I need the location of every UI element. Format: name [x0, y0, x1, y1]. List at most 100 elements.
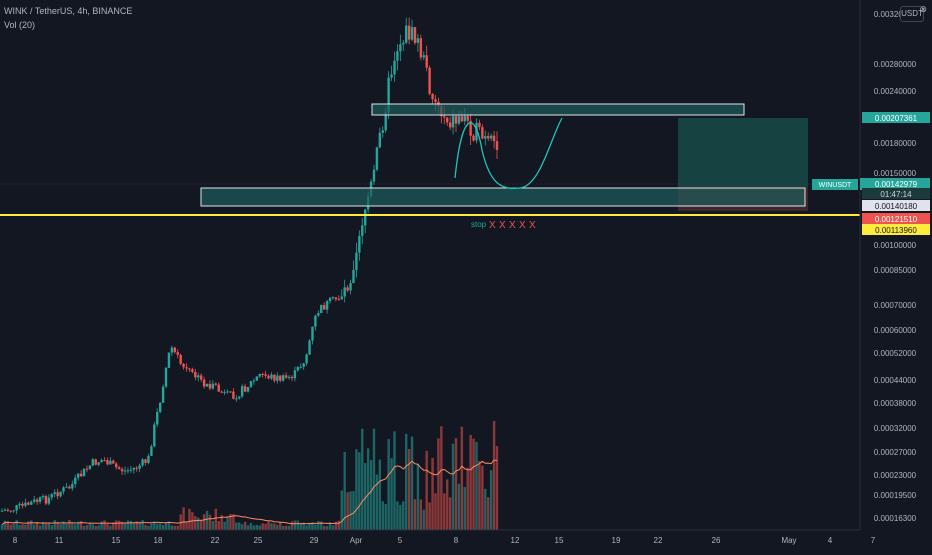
volume-bar	[320, 521, 323, 530]
candle-body	[302, 363, 305, 367]
candle-body	[308, 340, 311, 355]
volume-bar	[267, 521, 270, 530]
candle-body	[273, 374, 276, 381]
candle-body	[38, 497, 42, 502]
candle-body	[188, 368, 191, 370]
price-badge-label: 0.00142979	[875, 180, 918, 189]
candle-body	[167, 352, 171, 368]
candle-body	[158, 402, 162, 412]
price-tick-label: 0.00060000	[874, 326, 917, 335]
volume-bar	[475, 441, 478, 530]
candle-body	[428, 67, 431, 94]
candle-body	[249, 381, 253, 387]
candle-body	[328, 297, 332, 302]
candle-body	[156, 411, 159, 425]
price-badge-label: 0.00207361	[875, 114, 918, 123]
candle-body	[232, 391, 235, 399]
candle-body	[434, 99, 437, 102]
price-axis[interactable]: 0.00320000 0.00280000 0.00240000 0.00180000…	[874, 10, 917, 523]
volume-bar	[296, 520, 300, 530]
candle-body	[223, 391, 226, 393]
volume-indicator-label: Vol (20)	[4, 20, 36, 30]
symbol-tag-marker	[860, 178, 862, 190]
candle-body	[220, 391, 223, 393]
projection-curve	[454, 117, 563, 190]
candle-body	[30, 501, 33, 505]
resistance-zone[interactable]	[371, 103, 745, 116]
volume-bar	[115, 520, 118, 530]
volume-bar	[161, 525, 165, 530]
volume-bar	[446, 479, 449, 530]
candle-body	[466, 116, 469, 121]
volume-bar	[402, 501, 405, 530]
candle-body	[100, 460, 103, 463]
candle-body	[62, 487, 65, 492]
candle-body	[199, 375, 203, 380]
time-axis[interactable]: 8 11 15 18 22 25 29 Apr 5 8 12 15 19 22 26 May 4 7	[13, 536, 876, 545]
volume-bar	[378, 459, 382, 530]
candle-body	[352, 269, 355, 284]
currency-button[interactable]: USDT ⊗	[900, 4, 927, 22]
support-zone[interactable]	[200, 187, 806, 207]
candle-body	[484, 136, 487, 139]
candle-body	[53, 492, 56, 495]
close-icon[interactable]: ⊗	[919, 4, 927, 14]
candle-body	[150, 446, 153, 456]
candle-body	[35, 499, 39, 502]
candle-body	[363, 209, 367, 226]
volume-ma-line	[1, 459, 498, 525]
candle-body	[21, 503, 24, 506]
candle-body	[33, 499, 36, 502]
candle-body	[261, 373, 264, 375]
volume-bar	[15, 520, 18, 530]
candle-body	[317, 313, 320, 316]
candle-body	[443, 116, 446, 118]
volume-bar	[337, 520, 341, 530]
candle-body	[358, 235, 361, 253]
volume-bar	[284, 525, 288, 530]
volume-bar	[226, 517, 229, 530]
volume-bar	[158, 523, 162, 530]
time-tick-label: 8	[13, 536, 18, 545]
candle-body	[390, 74, 393, 78]
volume-bar	[138, 521, 141, 530]
volume-bar	[484, 488, 487, 530]
time-tick-label: 12	[511, 536, 520, 545]
volume-bar	[106, 523, 109, 530]
candle-body	[3, 509, 7, 511]
volume-bar	[150, 523, 153, 530]
x-mark: X	[529, 220, 536, 231]
candle-body	[112, 460, 115, 464]
symbol-tag	[812, 179, 858, 190]
volume-bar	[112, 522, 115, 530]
candle-body	[281, 375, 285, 381]
candle-body	[147, 455, 150, 463]
volume-bar	[18, 524, 21, 530]
candle-body	[384, 112, 387, 131]
volume-bar	[428, 502, 431, 530]
candle-body	[41, 495, 45, 498]
volume-bar	[71, 523, 74, 530]
volume-bar	[440, 426, 443, 530]
candle-body	[314, 315, 317, 327]
volume-bar	[252, 525, 256, 530]
candle-body	[144, 459, 147, 463]
candle-body	[267, 375, 270, 379]
volume-bar	[434, 493, 437, 530]
candle-body	[279, 375, 282, 381]
volume-bar	[454, 438, 458, 530]
price-tick-label: 0.00280000	[874, 60, 917, 69]
volume-bar	[44, 523, 48, 530]
volume-bar	[182, 507, 185, 530]
volume-bar	[12, 523, 15, 530]
candle-body	[71, 484, 74, 489]
price-tick-label: 0.00038000	[874, 399, 917, 408]
volume-bar	[173, 525, 177, 530]
candle-body	[478, 122, 481, 128]
volume-bar	[481, 465, 484, 530]
volume-bar	[79, 521, 83, 530]
candle-body	[419, 38, 423, 58]
volume-bar	[349, 491, 352, 530]
